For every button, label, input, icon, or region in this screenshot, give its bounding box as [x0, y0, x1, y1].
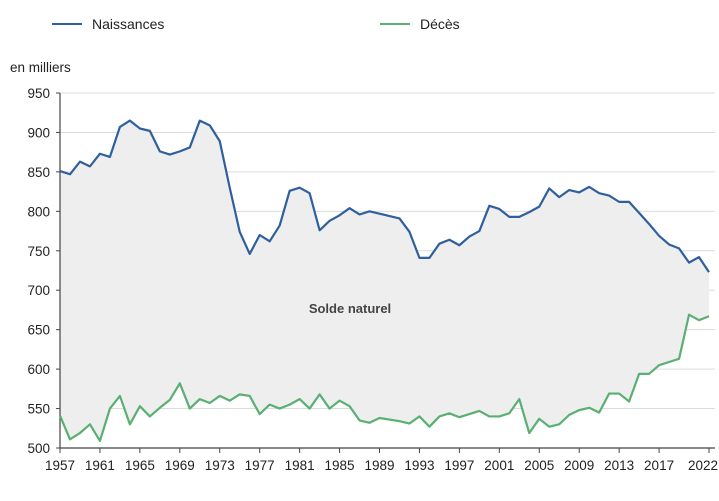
y-tick-label-600: 600 [27, 362, 50, 377]
y-tick-labels: 500 550 600 650 700 750 800 850 900 950 [27, 86, 60, 456]
legend-naissances-swatch [52, 23, 82, 25]
y-tick-label-750: 750 [27, 244, 50, 259]
series-line-naissances [59, 119, 710, 273]
x-tick-label-1977: 1977 [245, 458, 275, 473]
x-tick-label-1997: 1997 [444, 458, 474, 473]
x-tick-label-2005: 2005 [524, 458, 554, 473]
series-lines [58, 119, 710, 442]
x-tick-label-2017: 2017 [644, 458, 674, 473]
x-tick-label-1981: 1981 [285, 458, 315, 473]
legend-deces: Décès [380, 16, 460, 32]
y-tick-label-950: 950 [27, 86, 50, 101]
x-tick-label-2022: 2022 [688, 458, 718, 473]
x-tick-label-1993: 1993 [404, 458, 434, 473]
x-tick-labels: 1957 1961 1965 1969 1973 1977 1981 1985 1989 1993… [45, 448, 718, 473]
y-tick-label-900: 900 [27, 125, 50, 140]
x-tick-label-1957: 1957 [45, 458, 75, 473]
solde-naturel-area [60, 120, 709, 441]
area-annotation: Solde naturel [308, 301, 392, 316]
legend-deces-swatch [380, 23, 410, 25]
x-tick-label-1989: 1989 [364, 458, 394, 473]
legend-naissances: Naissances [52, 16, 164, 32]
y-tick-label-500: 500 [27, 441, 50, 456]
x-tick-label-1965: 1965 [125, 458, 155, 473]
y-tick-label-800: 800 [27, 204, 50, 219]
x-tick-label-1961: 1961 [85, 458, 115, 473]
legend-naissances-label: Naissances [92, 16, 165, 32]
x-tick-label-1973: 1973 [205, 458, 235, 473]
y-axis-unit-label: en milliers [10, 60, 71, 75]
y-tick-label-700: 700 [27, 283, 50, 298]
x-tick-label-2013: 2013 [604, 458, 634, 473]
x-tick-label-2001: 2001 [484, 458, 514, 473]
y-tick-label-550: 550 [27, 402, 50, 417]
series-line-deces [58, 313, 710, 442]
y-tick-label-650: 650 [27, 323, 50, 338]
x-tick-label-1985: 1985 [325, 458, 355, 473]
axes [59, 93, 715, 449]
x-tick-label-1969: 1969 [165, 458, 195, 473]
y-tick-label-850: 850 [27, 165, 50, 180]
x-tick-label-2009: 2009 [564, 458, 594, 473]
legend-deces-label: Décès [420, 16, 460, 32]
